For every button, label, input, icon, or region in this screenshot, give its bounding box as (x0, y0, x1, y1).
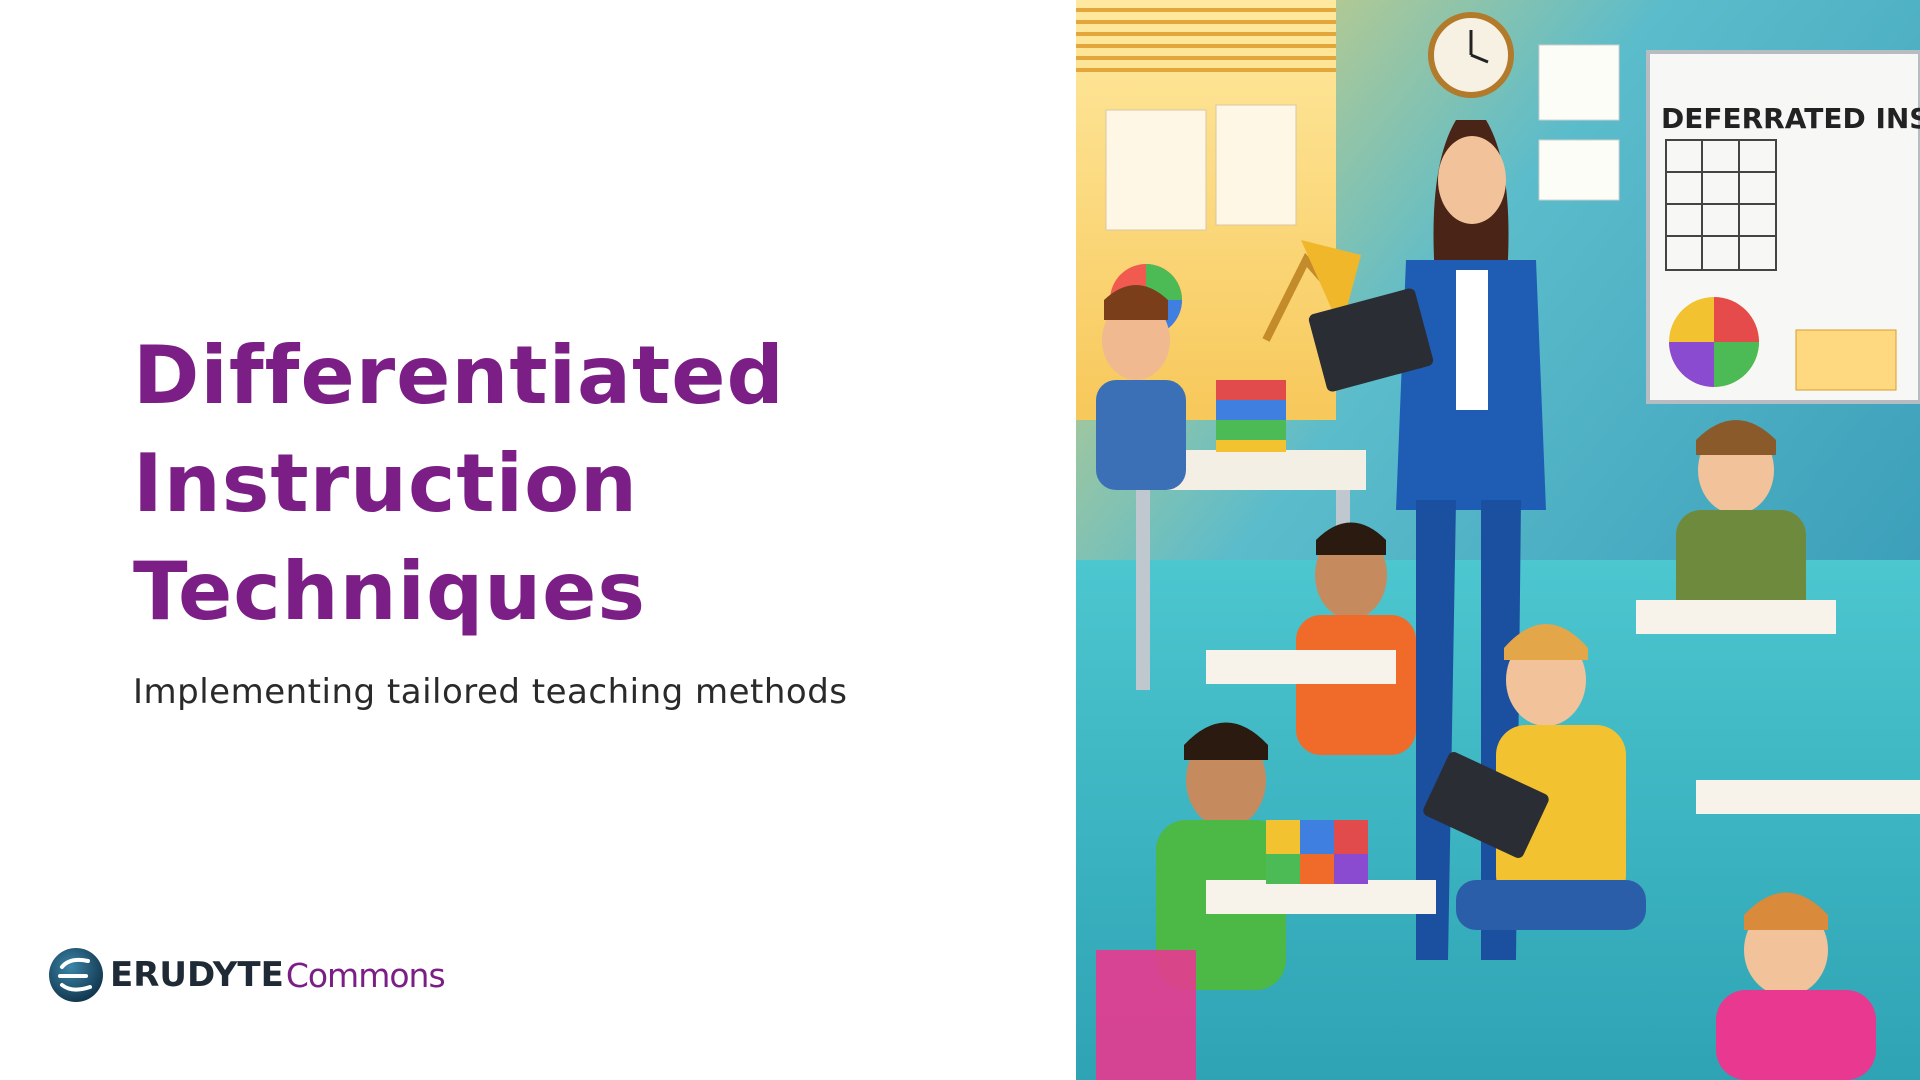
student-orange-shirt (1296, 522, 1416, 755)
logo-wordmark-light: Commons (285, 955, 446, 995)
whiteboard-heading: DEFERRATED INSTR (1661, 102, 1920, 135)
desk-bottom-left (1206, 880, 1436, 914)
student-left-top (1096, 285, 1186, 490)
slide-title-line-3: Techniques (133, 545, 647, 638)
logo-wordmark-bold: ERUDYTE (110, 955, 284, 995)
classroom-illustration: DEFERRATED INSTR (1076, 0, 1920, 1080)
logo-emblem-icon (49, 948, 103, 1002)
wall-clock (1428, 12, 1514, 98)
desk-bottom-right (1696, 780, 1920, 814)
student-yellow-sweater (1423, 624, 1646, 930)
block-stack (1266, 820, 1368, 884)
student-pink-shirt (1716, 892, 1876, 1080)
desk-middle (1206, 650, 1396, 684)
whiteboard: DEFERRATED INSTR (1646, 50, 1920, 404)
slide-title: Differentiated Instruction Techniques (133, 322, 785, 646)
chair-pink (1096, 950, 1196, 1080)
slide-subtitle: Implementing tailored teaching methods (133, 672, 848, 712)
brand-logo: ERUDYTE Commons (48, 945, 446, 1005)
title-panel: Differentiated Instruction Techniques Im… (48, 322, 848, 1005)
classroom-scene-image: DEFERRATED INSTR (1076, 0, 1920, 1080)
slide-title-line-1: Differentiated (133, 329, 785, 422)
desk-right (1636, 600, 1836, 634)
slide-title-line-2: Instruction (133, 437, 638, 530)
